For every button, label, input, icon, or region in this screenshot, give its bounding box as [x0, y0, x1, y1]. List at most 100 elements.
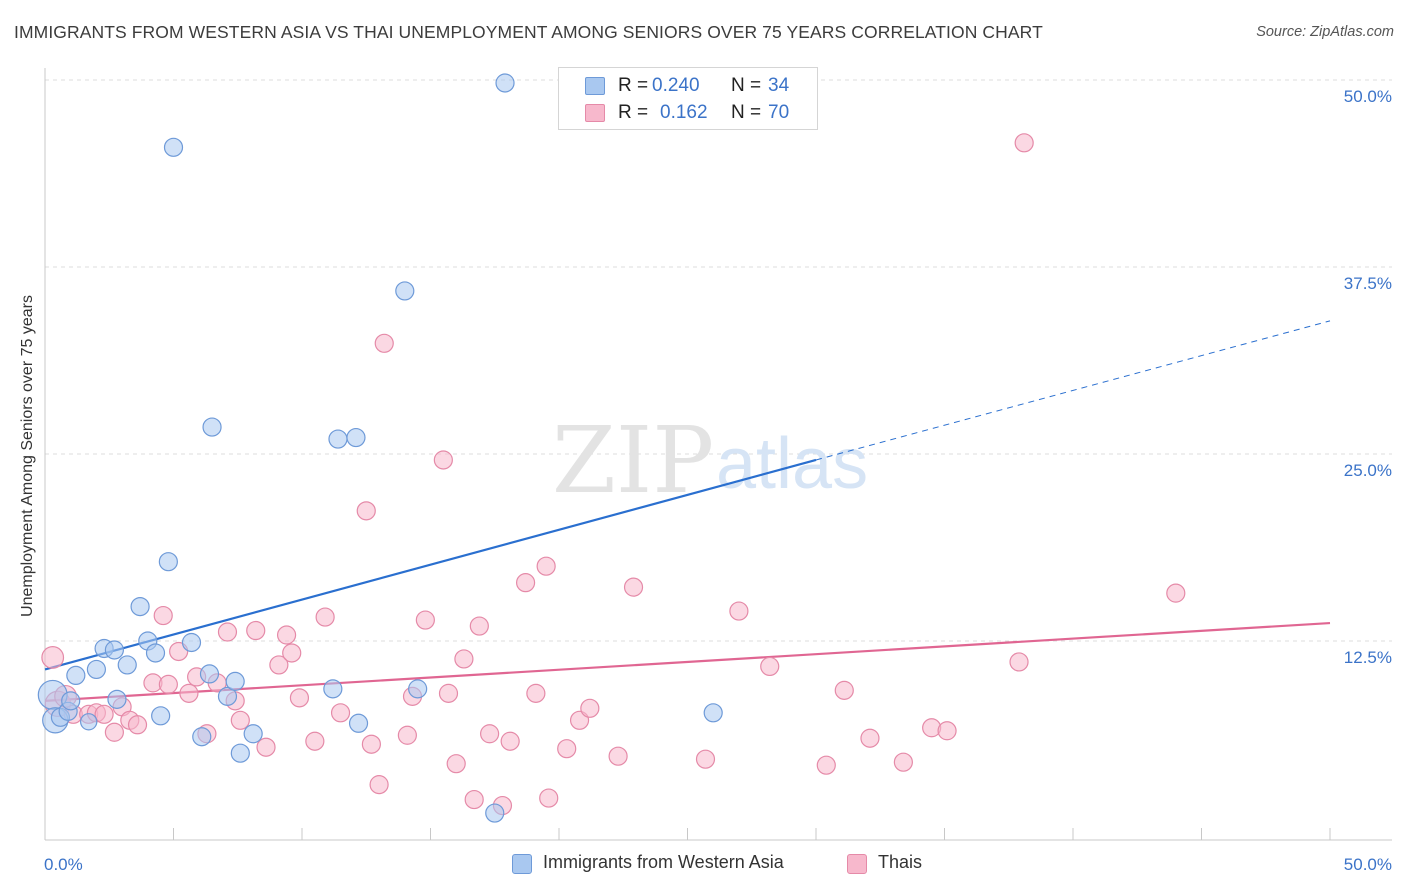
western-asia-point — [181, 632, 202, 653]
thais-point — [446, 754, 466, 774]
western-asia-point — [145, 643, 166, 663]
western-asia-point — [130, 596, 150, 617]
thais-point — [454, 649, 474, 669]
thais-point — [256, 737, 276, 757]
thais-point — [1009, 652, 1029, 672]
x-tick-label: 0.0% — [44, 855, 83, 874]
western-asia-point — [117, 655, 137, 675]
legend-n-value: 70 — [768, 102, 790, 123]
western-asia-point — [79, 713, 98, 731]
thais-point — [760, 656, 780, 677]
thais-point — [315, 607, 335, 627]
western-asia-point — [151, 706, 171, 726]
thais-point — [230, 710, 250, 730]
western-asia-point — [408, 679, 428, 699]
thais-point — [356, 501, 376, 521]
chart-title: IMMIGRANTS FROM WESTERN ASIA VS THAI UNE… — [14, 22, 1043, 42]
bottom-legend-label: Immigrants from Western Asia — [543, 852, 784, 872]
thais-point — [153, 605, 173, 626]
thais-point — [374, 333, 394, 353]
thais-point — [515, 573, 536, 593]
western-asia-point — [192, 727, 212, 747]
thais-point — [330, 703, 351, 723]
thais-point — [158, 674, 178, 694]
thais-point — [860, 728, 880, 748]
thais-point — [557, 739, 577, 759]
thais-point — [695, 749, 716, 769]
axes — [44, 68, 1392, 841]
thais-point — [179, 683, 199, 703]
thais-point — [217, 622, 238, 642]
thais-point — [937, 721, 957, 741]
thais-point — [608, 746, 628, 766]
legend-r-label: R = — [618, 102, 649, 123]
thais-point — [834, 680, 854, 700]
thais-point — [433, 450, 453, 470]
thais-point — [415, 610, 435, 630]
thais-point — [480, 724, 500, 744]
thais-point — [500, 731, 520, 751]
thais-point — [539, 788, 559, 808]
thais-point — [469, 616, 489, 636]
western-asia-point — [66, 665, 86, 686]
legend-n-label: N = — [731, 102, 762, 123]
thais-point — [94, 704, 114, 724]
western-asia-point — [230, 743, 250, 763]
y-axis-label: Unemployment Among Seniors over 75 years — [19, 295, 36, 617]
thais-point — [816, 755, 836, 775]
western-asia-point — [86, 659, 107, 680]
western-asia-point — [61, 691, 81, 711]
western-asia-point — [104, 640, 124, 660]
legend-r-value: 0.240 — [652, 75, 700, 96]
western-asia-point — [217, 686, 238, 706]
western-asia-point — [348, 713, 369, 733]
western-asia-point — [395, 281, 415, 301]
trend-lines — [44, 320, 1331, 702]
thais-point — [246, 620, 266, 641]
y-tick-label: 12.5% — [1344, 648, 1392, 667]
y-tick-label: 50.0% — [1344, 87, 1392, 106]
thais-point — [369, 775, 389, 795]
source-label: Source: ZipAtlas.com — [1256, 24, 1394, 40]
thais-point — [282, 643, 302, 663]
thais-point — [397, 725, 417, 745]
western-asia-point — [495, 73, 515, 93]
thais-point — [269, 655, 289, 675]
western-asia-point — [202, 417, 222, 437]
western-asia-point — [158, 552, 178, 572]
western-asia-point — [107, 689, 127, 709]
western-asia-point — [328, 429, 348, 449]
thais-point — [536, 556, 556, 576]
thais-point — [305, 731, 325, 751]
western-asia-point — [323, 679, 343, 699]
thais-point — [1166, 583, 1186, 603]
watermark-zip: ZIP — [552, 407, 714, 514]
x-tick-label: 50.0% — [1344, 855, 1392, 874]
thais-point — [289, 688, 310, 708]
western-asia-point — [199, 664, 220, 684]
thais-point — [623, 577, 644, 597]
western-asia-point — [163, 137, 184, 157]
thais-point — [580, 698, 600, 718]
legend-swatch-pink — [585, 104, 605, 122]
thais-point — [127, 715, 148, 735]
thais-point — [1014, 133, 1034, 153]
legend-n-value: 34 — [768, 75, 790, 96]
legend-r-value: 0.162 — [660, 102, 708, 123]
thais-point — [893, 752, 913, 772]
legend-r-label: R = — [618, 75, 649, 96]
bottom-legend-swatch-blue — [512, 854, 532, 874]
watermark-atlas: atlas — [716, 424, 868, 504]
thais-point — [729, 601, 749, 621]
western-asia-point — [485, 803, 505, 823]
tick-labels: 12.5% 25.0% 37.5% 50.0% 0.0% 50.0% — [44, 87, 1392, 874]
legend-n-label: N = — [731, 75, 762, 96]
western-asia-point — [225, 671, 245, 691]
y-tick-label: 25.0% — [1344, 461, 1392, 480]
thais-point — [438, 683, 459, 703]
western-asia-trend-extension — [815, 320, 1331, 461]
y-tick-label: 37.5% — [1344, 274, 1392, 293]
thais-point — [104, 722, 124, 742]
bottom-legend-label: Thais — [878, 852, 923, 872]
